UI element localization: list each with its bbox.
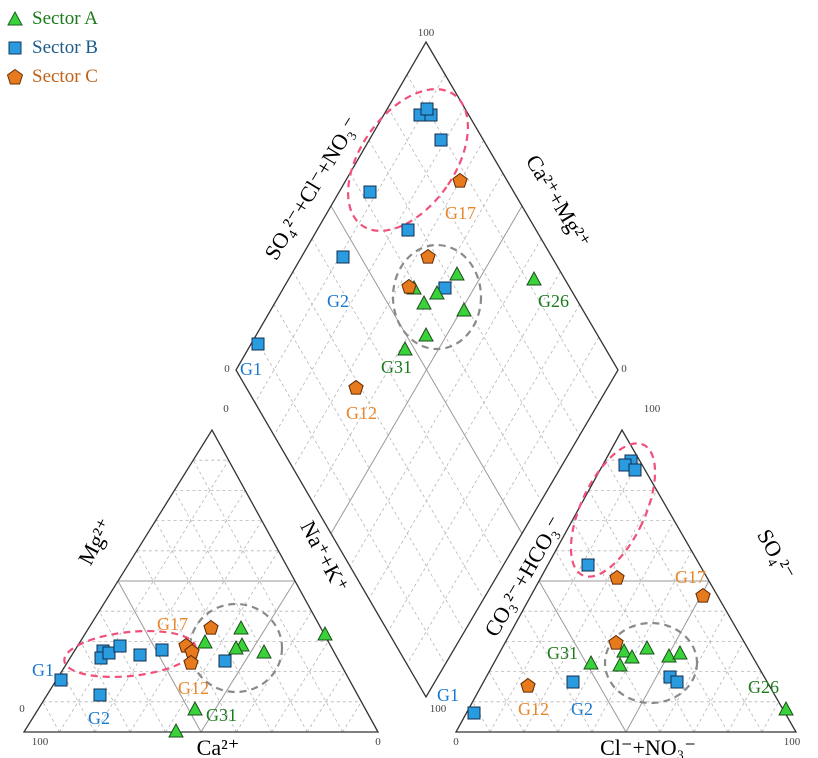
sector-a-marker xyxy=(417,296,431,309)
pentagon-icon xyxy=(6,68,24,86)
grid-line xyxy=(43,702,60,732)
legend-label: Sector C xyxy=(32,62,98,91)
sector-c-marker xyxy=(609,636,623,650)
sector-b-marker xyxy=(364,186,376,198)
grid-line xyxy=(589,490,728,732)
sector-b-marker xyxy=(55,674,67,686)
legend: Sector A Sector B Sector C xyxy=(6,4,98,91)
cluster-right-pink xyxy=(554,431,673,589)
grid-line xyxy=(605,460,762,732)
sector-b-marker xyxy=(402,224,414,236)
cluster-outlines xyxy=(62,68,697,703)
axis-label-mg: Mg²⁺ xyxy=(73,514,118,569)
tick-diamond-top: 100 xyxy=(418,27,435,39)
sector-b-marker xyxy=(337,251,349,263)
sector-a-marker xyxy=(234,621,248,634)
tick-left-bottom-left: 100 xyxy=(32,736,49,748)
sample-label-g31: G31 xyxy=(381,357,412,377)
sample-label-g1: G1 xyxy=(240,359,262,379)
sector-a-marker xyxy=(398,342,412,355)
sector-b-marker xyxy=(103,647,115,659)
sector-a-marker xyxy=(779,702,793,715)
sample-markers xyxy=(55,103,793,737)
sector-a-marker xyxy=(188,702,202,715)
sector-c-marker xyxy=(453,174,467,188)
grid-line xyxy=(272,641,328,732)
sector-b-marker xyxy=(671,676,683,688)
legend-label: Sector A xyxy=(32,4,98,33)
tick-right-apex: 100 xyxy=(644,403,661,415)
square-icon xyxy=(6,39,24,57)
sample-label-g2: G2 xyxy=(88,708,110,728)
sample-label-g26: G26 xyxy=(748,677,779,697)
sector-b-marker xyxy=(435,134,447,146)
sector-b-marker xyxy=(468,707,480,719)
sector-a-marker xyxy=(640,641,654,654)
tick-right-bottom-right: 100 xyxy=(784,736,801,748)
sector-b-marker xyxy=(252,338,264,350)
sector-a-marker xyxy=(527,272,541,285)
sector-c-marker xyxy=(696,589,710,603)
legend-item-sector-b: Sector B xyxy=(6,33,98,62)
sample-label-g26: G26 xyxy=(538,291,569,311)
legend-item-sector-a: Sector A xyxy=(6,4,98,33)
sector-c-marker xyxy=(521,679,535,693)
sample-label-g1: G1 xyxy=(32,660,54,680)
sample-label-g12: G12 xyxy=(346,403,377,423)
grid-line xyxy=(193,460,342,732)
axis-label-so4: SO₄²⁻ xyxy=(752,525,801,584)
tick-left-bottom-right: 0 xyxy=(375,736,381,748)
sample-label-g2: G2 xyxy=(571,699,593,719)
tick-diamond-right: 0 xyxy=(621,363,627,375)
triangle-icon xyxy=(6,10,24,28)
tick-diamond-left: 0 xyxy=(224,363,230,375)
sector-a-marker xyxy=(198,635,212,648)
sector-b-marker xyxy=(582,559,594,571)
legend-item-sector-c: Sector C xyxy=(6,62,98,91)
grid-line xyxy=(694,641,744,732)
tick-left-apex: 0 xyxy=(223,403,229,415)
tick-left-base-left: 0 xyxy=(19,703,25,715)
tick-right-bottom-left: 0 xyxy=(453,736,459,748)
sector-b-marker xyxy=(156,644,168,656)
sample-label-g12: G12 xyxy=(178,678,209,698)
sector-a-marker xyxy=(257,645,271,658)
sector-c-marker xyxy=(421,250,435,264)
sector-a-marker xyxy=(169,724,183,737)
sector-a-marker xyxy=(613,658,627,671)
sector-a-marker xyxy=(662,649,676,662)
sample-label-g17: G17 xyxy=(445,203,476,223)
sample-label-g31: G31 xyxy=(547,643,578,663)
sample-label-g1: G1 xyxy=(437,685,459,705)
grid-line xyxy=(343,702,362,732)
legend-label: Sector B xyxy=(32,33,98,62)
sector-a-marker xyxy=(318,627,332,640)
sector-b-marker xyxy=(219,655,231,667)
sector-b-marker xyxy=(114,640,126,652)
axis-label-ca: Ca²⁺ xyxy=(197,735,240,758)
sector-b-marker xyxy=(421,103,433,115)
sector-b-marker xyxy=(94,689,106,701)
grid-line xyxy=(762,702,779,732)
sector-c-marker xyxy=(204,621,218,635)
sample-label-g31: G31 xyxy=(206,705,237,725)
sector-b-marker xyxy=(134,649,146,661)
diagram-grid xyxy=(24,42,796,732)
sample-label-g17: G17 xyxy=(157,614,188,634)
axis-label-cl-no3: Cl⁻+NO₃⁻ xyxy=(600,735,696,758)
sample-label-g12: G12 xyxy=(518,699,549,719)
sector-a-marker xyxy=(450,267,464,280)
sample-label-g17: G17 xyxy=(675,567,706,587)
sector-b-marker xyxy=(567,676,579,688)
sector-a-marker xyxy=(419,328,433,341)
sector-a-marker xyxy=(457,303,471,316)
sector-c-marker xyxy=(349,381,363,395)
axis-label-ca-mg: Ca²⁺+Mg²⁺ xyxy=(521,150,596,252)
sector-a-marker xyxy=(673,646,687,659)
sample-label-g2: G2 xyxy=(327,291,349,311)
sector-b-marker xyxy=(629,464,641,476)
